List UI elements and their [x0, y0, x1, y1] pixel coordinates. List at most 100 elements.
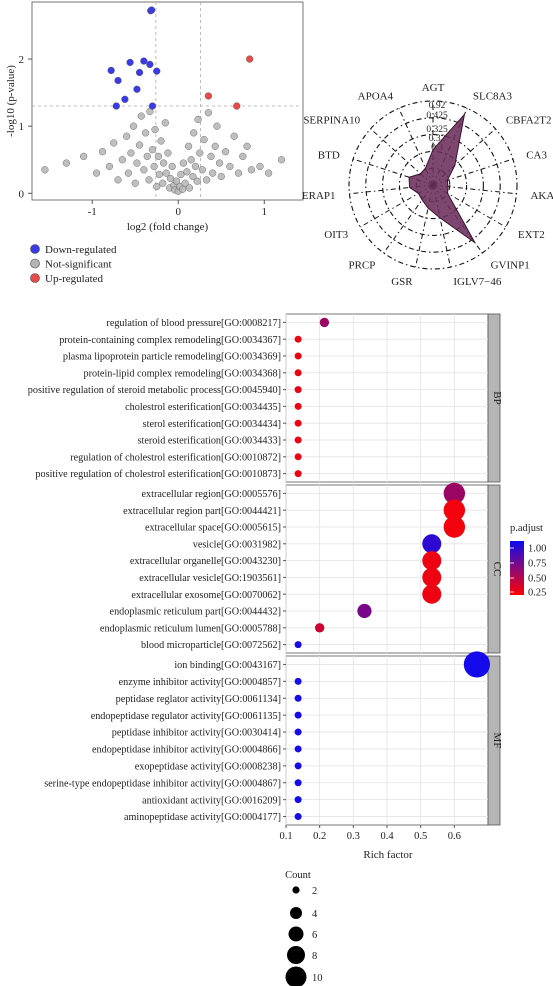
x-tick-label: 0.2: [313, 831, 326, 842]
enrichment-dot: [443, 482, 466, 505]
go-term-label: enzyme inhibitor activity[GO:0004857]: [119, 677, 281, 688]
go-term-label: extracellular region[GO:0005576]: [142, 489, 281, 500]
data-point: [168, 162, 176, 171]
radar-chart: 0.30.320.3250.4250.92AGTSLC8A3CBFA2T2CA3…: [302, 82, 553, 288]
radar-ring-label: 0.425: [426, 111, 448, 121]
data-point: [153, 67, 161, 75]
enrichment-dot: [422, 551, 442, 571]
radar-axis-label: APOA4: [358, 90, 394, 102]
radar-axis-label: SLC8A3: [473, 90, 513, 102]
data-point: [213, 122, 221, 130]
enrichment-dot: [294, 694, 302, 702]
x-axis-title: Rich factor: [363, 849, 413, 861]
data-point: [162, 169, 170, 177]
enrichment-dot: [314, 623, 325, 633]
data-point: [191, 162, 200, 171]
data-point: [105, 162, 114, 171]
data-point: [193, 177, 201, 185]
facet-strip: [487, 655, 501, 826]
data-point: [141, 129, 150, 137]
size-legend-label: 2: [312, 886, 317, 897]
data-point: [98, 148, 107, 156]
radar-ring-label: 0.32: [429, 134, 446, 144]
legend-swatch: [30, 258, 40, 269]
data-point: [172, 177, 181, 185]
legend-label: Down-regulated: [45, 244, 117, 256]
go-term-label: extracellular organelle[GO:0043230]: [130, 556, 281, 567]
data-point: [247, 166, 255, 174]
data-point: [129, 122, 138, 130]
go-term-label: regulation of cholestrol esterification[…: [70, 452, 281, 463]
enrichment-dot: [294, 641, 302, 649]
radar-axis-label: SERPINA10: [303, 114, 360, 126]
data-point: [133, 85, 141, 93]
go-term-label: endoplasmic reticulum part[GO:0044432]: [110, 607, 281, 618]
data-point: [126, 58, 134, 67]
enrichment-dot: [443, 516, 466, 538]
data-point: [211, 142, 219, 150]
facet-label: MF: [491, 733, 503, 749]
data-point: [226, 162, 234, 171]
enrichment-dot: [294, 402, 302, 410]
enrichment-dot: [319, 317, 330, 328]
data-point: [133, 159, 141, 167]
data-point: [159, 179, 167, 187]
size-legend-dot: [290, 907, 302, 919]
radar-polygon: [408, 112, 476, 244]
enrichment-dot: [294, 677, 302, 685]
y-axis-title: -log10 (p-value): [5, 65, 17, 137]
data-point: [190, 129, 198, 137]
data-point: [204, 109, 212, 117]
data-point: [178, 185, 187, 193]
enrichment-dot: [463, 651, 490, 678]
data-point: [209, 169, 217, 177]
size-legend-label: 8: [312, 951, 317, 962]
color-legend-label: 0.75: [528, 559, 546, 570]
go-term-label: endopeptidase inhibitor activity[GO:0004…: [92, 745, 281, 756]
x-axis-title: log2 (fold change): [127, 221, 209, 233]
radar-axis-label: CBFA2T2: [506, 114, 552, 126]
data-point: [153, 182, 161, 191]
data-point: [164, 149, 172, 157]
volcano-frame: [31, 1, 304, 201]
radar-axis-label: AGT: [422, 82, 445, 94]
data-point: [112, 102, 120, 110]
data-point: [135, 141, 144, 149]
go-term-label: aminopeptidase activity[GO:0004177]: [124, 812, 281, 823]
data-point: [155, 170, 163, 179]
go-term-label: positive regulation of cholestrol esteri…: [35, 469, 281, 480]
radar-ring-label: 0.325: [426, 125, 448, 135]
data-point: [183, 168, 191, 176]
facet-strip: [487, 313, 501, 483]
legend-label: Up-regulated: [45, 273, 104, 285]
go-term-label: protein-containing complex remodeling[GO…: [59, 335, 281, 346]
y-tick-label: 1: [19, 121, 25, 133]
data-point: [118, 156, 126, 164]
data-point: [187, 156, 195, 164]
data-point: [234, 169, 243, 177]
go-term-label: regulation of blood pressure[GO:0008217]: [106, 318, 281, 329]
data-point: [203, 176, 211, 184]
go-term-label: endoplasmic reticulum lumen[GO:0005788]: [100, 623, 281, 634]
data-point: [217, 172, 225, 181]
y-tick-label: 2: [19, 54, 25, 66]
data-point: [185, 184, 194, 192]
go-term-label: extracellular exosome[GO:0070062]: [131, 590, 281, 601]
go-term-label: peptidase reglator activity[GO:0061134]: [116, 694, 281, 705]
data-point: [179, 159, 188, 167]
radar-axis-label: EXT2: [518, 229, 545, 241]
legend-label: Not-significant: [45, 259, 112, 271]
data-point: [198, 166, 206, 174]
color-legend-label: 0.25: [528, 588, 546, 599]
data-point: [121, 95, 129, 103]
data-point: [264, 169, 273, 177]
data-point: [221, 148, 230, 156]
data-point: [92, 169, 101, 177]
enrichment-dot: [422, 567, 442, 587]
data-point: [148, 102, 157, 110]
data-point: [147, 6, 156, 14]
size-legend-label: 6: [312, 930, 317, 941]
radar-axis-label: AKAP12: [530, 190, 553, 202]
data-point: [181, 179, 189, 187]
